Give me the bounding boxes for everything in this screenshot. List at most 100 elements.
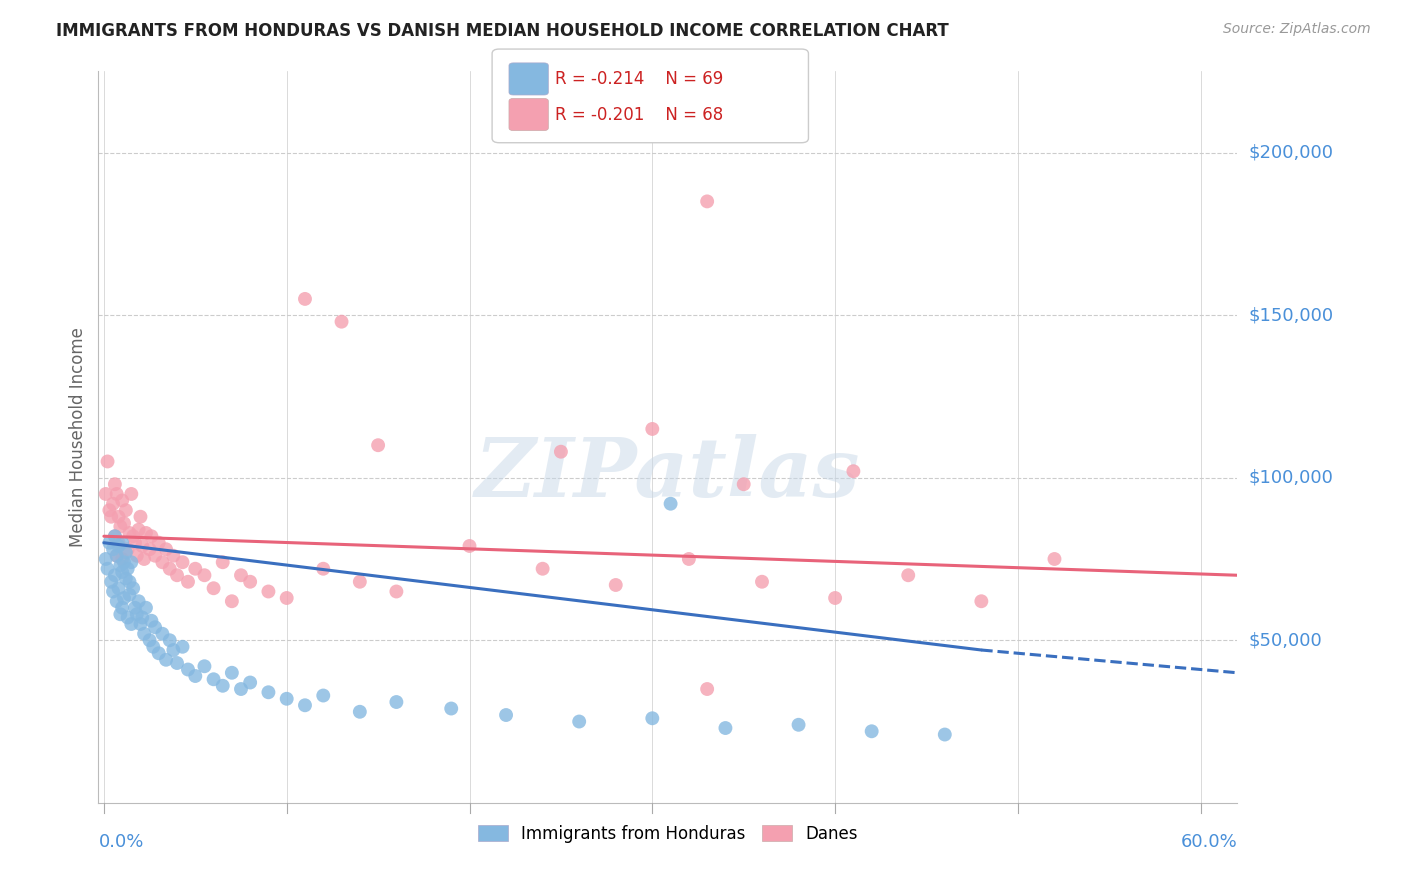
Point [118, 574, 141, 589]
Point [138, 633, 160, 648]
Point [138, 542, 160, 557]
Point [934, 727, 956, 741]
Point [860, 724, 883, 739]
Point [111, 493, 134, 508]
Point [257, 685, 280, 699]
Point [531, 562, 554, 576]
Point [605, 578, 627, 592]
Text: 60.0%: 60.0% [1181, 833, 1237, 851]
Point [141, 614, 163, 628]
Point [98, 535, 121, 549]
Point [125, 607, 148, 622]
Point [159, 633, 181, 648]
Point [842, 464, 865, 478]
Text: $50,000: $50,000 [1249, 632, 1322, 649]
Point [120, 487, 142, 501]
Point [120, 617, 142, 632]
Point [129, 509, 152, 524]
Point [118, 526, 141, 541]
Point [330, 315, 353, 329]
Point [733, 477, 755, 491]
Point [117, 610, 139, 624]
Point [294, 698, 316, 713]
Point [229, 568, 252, 582]
Point [124, 535, 146, 549]
Point [696, 681, 718, 696]
Point [221, 665, 243, 680]
Point [550, 444, 572, 458]
Text: R = -0.214    N = 69: R = -0.214 N = 69 [555, 70, 724, 88]
Point [122, 581, 145, 595]
Point [94, 552, 117, 566]
Point [142, 640, 165, 654]
Point [101, 497, 124, 511]
Text: ZIPatlas: ZIPatlas [475, 434, 860, 514]
Point [110, 607, 132, 622]
Point [385, 695, 408, 709]
Point [312, 689, 335, 703]
Point [211, 555, 233, 569]
Point [107, 581, 129, 595]
Point [110, 519, 132, 533]
Point [129, 617, 152, 632]
Point [495, 708, 517, 723]
Text: IMMIGRANTS FROM HONDURAS VS DANISH MEDIAN HOUSEHOLD INCOME CORRELATION CHART: IMMIGRANTS FROM HONDURAS VS DANISH MEDIA… [56, 22, 949, 40]
Point [148, 535, 170, 549]
Point [105, 549, 128, 563]
Point [229, 681, 252, 696]
Point [659, 497, 682, 511]
Point [257, 584, 280, 599]
Point [111, 600, 134, 615]
Point [112, 591, 135, 605]
Point [107, 509, 129, 524]
Point [105, 549, 128, 563]
Point [135, 526, 157, 541]
Point [115, 572, 138, 586]
Point [110, 558, 132, 573]
Point [714, 721, 737, 735]
Point [111, 535, 134, 549]
Point [678, 552, 700, 566]
Point [104, 529, 127, 543]
Point [128, 594, 150, 608]
Point [107, 539, 129, 553]
Point [184, 669, 207, 683]
Point [172, 555, 194, 569]
Point [696, 194, 718, 209]
Point [135, 600, 157, 615]
Point [94, 487, 117, 501]
Point [148, 646, 170, 660]
Point [134, 552, 156, 566]
Point [104, 529, 127, 543]
Point [111, 552, 134, 566]
Point [155, 653, 177, 667]
Point [1043, 552, 1066, 566]
Point [125, 549, 148, 563]
Point [131, 539, 153, 553]
Point [159, 562, 181, 576]
Point [385, 584, 408, 599]
Text: $200,000: $200,000 [1249, 144, 1333, 161]
Point [162, 643, 184, 657]
Legend: Immigrants from Honduras, Danes: Immigrants from Honduras, Danes [471, 818, 865, 849]
Point [107, 535, 129, 549]
Point [202, 673, 225, 687]
Point [134, 626, 156, 640]
Point [177, 663, 200, 677]
Point [202, 581, 225, 595]
Point [117, 562, 139, 576]
Text: $150,000: $150,000 [1249, 306, 1333, 324]
Point [641, 422, 664, 436]
Point [276, 591, 298, 605]
Point [105, 594, 128, 608]
Text: $100,000: $100,000 [1249, 468, 1333, 487]
Point [221, 594, 243, 608]
Point [128, 523, 150, 537]
Point [105, 487, 128, 501]
Point [349, 705, 371, 719]
Point [141, 529, 163, 543]
Point [751, 574, 773, 589]
Point [184, 562, 207, 576]
Point [101, 542, 124, 557]
Point [118, 588, 141, 602]
